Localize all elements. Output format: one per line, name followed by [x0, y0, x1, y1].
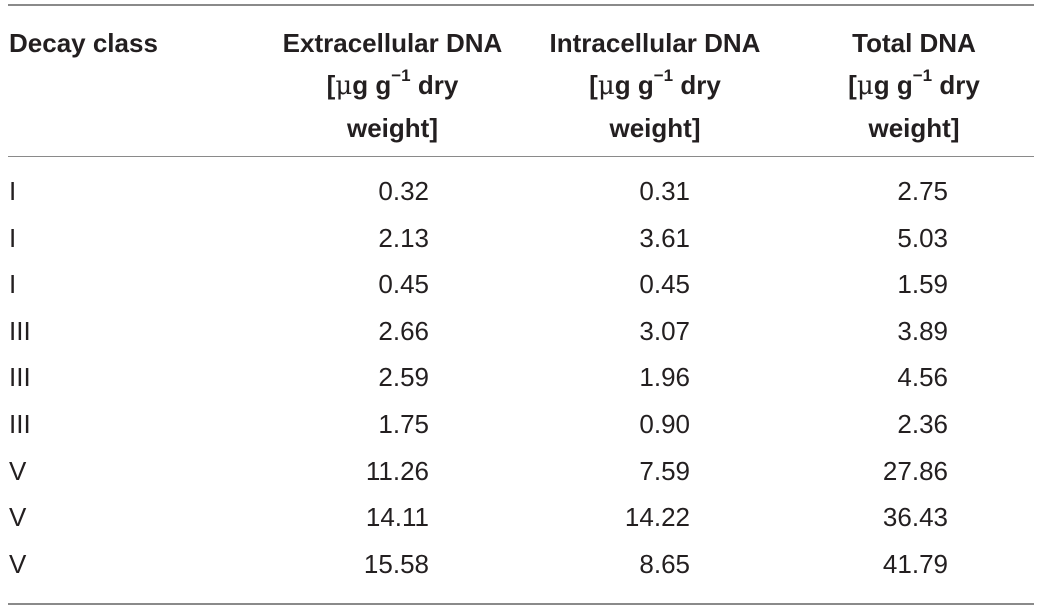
- cell-decay-class: I: [9, 269, 17, 300]
- header-total-dna: Total DNA [μg g−1 dry weight]: [800, 22, 1028, 149]
- table-top-rule: [8, 4, 1034, 6]
- cell-extracellular: 14.11: [365, 502, 429, 533]
- cell-decay-class: I: [9, 222, 17, 253]
- cell-decay-class: III: [9, 315, 31, 346]
- unit-text: g g: [873, 70, 913, 100]
- cell-intracellular: 14.22: [624, 502, 690, 533]
- table-row: I 2.13 3.61 5.03: [0, 217, 1040, 264]
- cell-total: 2.75: [897, 176, 948, 206]
- table-row: I 0.45 0.45 1.59: [0, 263, 1040, 310]
- table-row: V 15.58 8.65 41.79: [0, 543, 1040, 590]
- table-row: V 14.11 14.22 36.43: [0, 496, 1040, 543]
- header-decay-class: Decay class: [9, 22, 158, 64]
- unit-text: g g: [352, 70, 392, 100]
- header-intracellular-unit: [μg g−1 dry: [530, 64, 780, 107]
- unit-mu: μ: [335, 71, 353, 101]
- cell-decay-class: V: [9, 502, 27, 533]
- unit-bracket: [: [589, 70, 598, 100]
- cell-decay-class: V: [9, 548, 27, 579]
- cell-intracellular: 0.90: [639, 408, 690, 439]
- cell-extracellular: 11.26: [365, 455, 429, 486]
- cell-intracellular: 3.07: [639, 315, 690, 346]
- unit-dry: dry: [932, 70, 980, 100]
- unit-mu: μ: [856, 71, 874, 101]
- cell-intracellular: 0.45: [639, 269, 690, 300]
- cell-extracellular: 15.58: [363, 548, 429, 579]
- cell-intracellular: 1.96: [639, 362, 690, 393]
- unit-dry: dry: [410, 70, 459, 100]
- table-row: III 2.66 3.07 3.89: [0, 310, 1040, 357]
- cell-total: 36.43: [882, 502, 948, 533]
- cell-decay-class: III: [9, 408, 31, 439]
- cell-decay-class: V: [9, 455, 27, 486]
- header-decay-class-label: Decay class: [9, 28, 158, 58]
- cell-intracellular: 8.65: [639, 548, 690, 579]
- header-intracellular-title: Intracellular DNA: [549, 28, 761, 58]
- header-intracellular-weight: weight]: [609, 113, 701, 143]
- cell-extracellular: 2.66: [378, 315, 429, 346]
- cell-decay-class: I: [9, 176, 17, 206]
- table-row: III 2.59 1.96 4.56: [0, 356, 1040, 403]
- unit-mu: μ: [597, 71, 615, 101]
- header-extracellular-title: Extracellular DNA: [282, 28, 503, 58]
- unit-bracket: [: [326, 70, 336, 100]
- header-total-title: Total DNA: [852, 28, 976, 58]
- cell-total: 2.36: [897, 408, 948, 439]
- header-extracellular-unit: [μg g−1 dry: [265, 64, 520, 107]
- table-header-rule: [8, 156, 1034, 157]
- cell-extracellular: 2.13: [378, 222, 429, 253]
- cell-decay-class: III: [9, 362, 31, 393]
- table-bottom-rule: [8, 603, 1034, 605]
- header-intracellular-dna: Intracellular DNA [μg g−1 dry weight]: [530, 22, 780, 149]
- header-extracellular-weight: weight]: [347, 113, 438, 143]
- table-row: V 11.26 7.59 27.86: [0, 450, 1040, 497]
- header-extracellular-dna: Extracellular DNA [μg g−1 dry weight]: [265, 22, 520, 149]
- table-row: I 0.32 0.31 2.75: [0, 170, 1040, 217]
- cell-total: 4.56: [897, 362, 948, 393]
- table-body: I 0.32 0.31 2.75 I 2.13 3.61 5.03 I 0.45…: [0, 170, 1040, 589]
- cell-total: 41.79: [882, 548, 948, 579]
- unit-exponent: −1: [653, 66, 674, 86]
- cell-total: 3.89: [897, 315, 948, 346]
- unit-exponent: −1: [912, 66, 933, 86]
- cell-extracellular: 0.32: [378, 176, 429, 206]
- table-header: Decay class Extracellular DNA [μg g−1 dr…: [0, 22, 1040, 143]
- cell-intracellular: 7.59: [639, 455, 690, 486]
- unit-text: g g: [614, 70, 654, 100]
- cell-extracellular: 0.45: [378, 269, 429, 300]
- cell-total: 1.59: [897, 269, 948, 300]
- cell-extracellular: 2.59: [378, 362, 429, 393]
- header-total-weight: weight]: [868, 113, 960, 143]
- unit-exponent: −1: [391, 66, 411, 86]
- cell-extracellular: 1.75: [378, 408, 429, 439]
- unit-bracket: [: [848, 70, 857, 100]
- cell-intracellular: 3.61: [639, 222, 690, 253]
- header-total-unit: [μg g−1 dry: [800, 64, 1028, 107]
- cell-total: 27.86: [882, 455, 948, 486]
- cell-total: 5.03: [897, 222, 948, 253]
- unit-dry: dry: [673, 70, 721, 100]
- cell-intracellular: 0.31: [639, 176, 690, 206]
- table-row: III 1.75 0.90 2.36: [0, 403, 1040, 450]
